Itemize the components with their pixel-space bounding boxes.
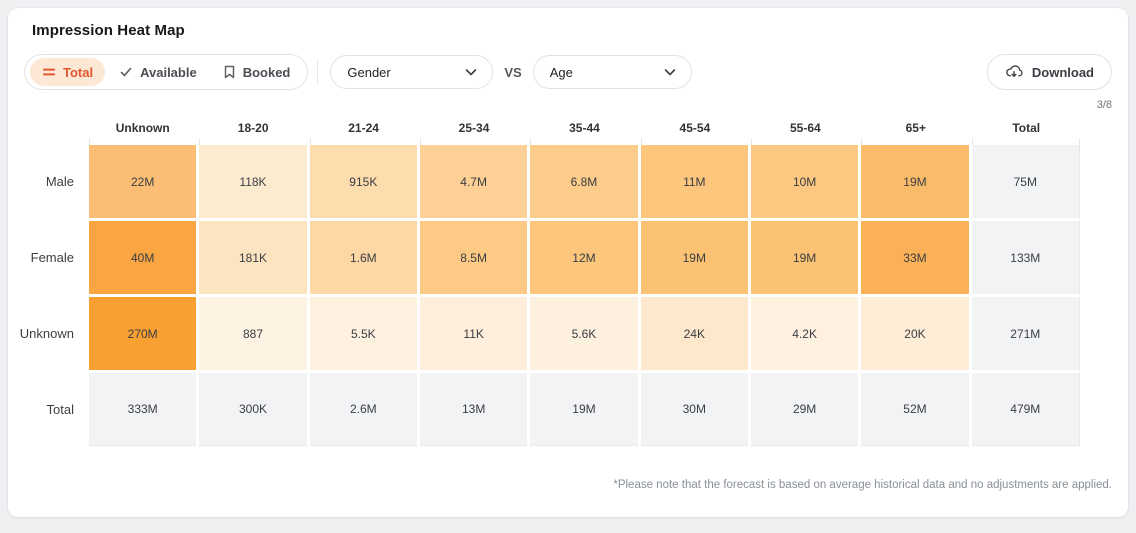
table-row: Unknown 270M 887 5.5K 11K 5.6K 24K 4.2K 20K 271M	[19, 297, 1080, 370]
corner-cell	[24, 118, 86, 138]
heatmap-cell: 11M	[640, 145, 748, 218]
heatmap-cell: 10M	[750, 145, 859, 218]
impression-heatmap-card: Impression Heat Map Total Available	[8, 8, 1128, 517]
header-row: Unknown 18-20 21-24 25-34 35-44 45-54 55-64 65+…	[24, 118, 1080, 138]
page-indicator: 3/8	[1096, 99, 1112, 111]
heatmap-cell: 22M	[89, 145, 197, 218]
heatmap-cell: 5.6K	[530, 297, 638, 370]
tick-row	[24, 138, 1080, 145]
heatmap-cell: 19M	[530, 373, 638, 446]
heatmap-cell: 2.6M	[309, 373, 417, 446]
row-label: Total	[46, 402, 74, 417]
toolbar: Total Available Booked Gender	[24, 54, 1112, 90]
heatmap-cell: 5.5K	[309, 297, 417, 370]
column-tick	[640, 138, 748, 145]
download-button[interactable]: Download	[986, 54, 1112, 90]
column-header: 21-24	[348, 121, 379, 135]
heatmap-cell: 20K	[861, 297, 969, 370]
heatmap-cell: 8.5M	[419, 221, 528, 294]
table-row: Total 333M 300K 2.6M 13M 19M 30M 29M 52M 479M	[24, 373, 1080, 446]
column-header: 65+	[905, 121, 926, 135]
column-header: 35-44	[569, 121, 600, 135]
heatmap-cell: 12M	[530, 221, 638, 294]
heatmap-cell: 33M	[861, 221, 969, 294]
mode-label: Total	[63, 64, 94, 80]
column-header: Total	[1012, 121, 1041, 135]
heatmap-cell: 6.8M	[530, 145, 638, 218]
mode-button-total[interactable]: Total	[30, 58, 106, 86]
heatmap-cell: 271M	[971, 297, 1080, 370]
bookmark-icon	[223, 65, 236, 79]
download-label: Download	[1031, 64, 1094, 80]
column-tick	[750, 138, 858, 145]
mode-button-booked[interactable]: Booked	[211, 58, 303, 86]
rows-icon	[42, 65, 56, 79]
heatmap-cell: 30M	[640, 373, 748, 446]
dimension-y-value: Age	[549, 64, 573, 80]
heatmap-cell: 19M	[640, 221, 748, 294]
heatmap-cell: 19M	[861, 145, 969, 218]
column-tick	[861, 138, 968, 145]
column-tick	[309, 138, 417, 145]
column-header: 25-34	[458, 121, 490, 135]
heatmap-cell: 118K	[199, 145, 307, 218]
column-header: 45-54	[679, 121, 711, 135]
heatmap-table: Unknown 18-20 21-24 25-34 35-44 45-54 55-64 65+…	[19, 118, 1080, 446]
heatmap-cell: 1.6M	[309, 221, 417, 294]
row-label: Unknown	[19, 326, 74, 341]
toolbar-divider	[317, 60, 319, 84]
page-title: Impression Heat Map	[32, 22, 185, 39]
mode-switcher: Total Available Booked	[24, 54, 309, 90]
column-header: Unknown	[115, 121, 170, 135]
chevron-down-icon	[464, 65, 478, 79]
heatmap-cell: 24K	[640, 297, 748, 370]
dimension-x-value: Gender	[347, 64, 391, 80]
table-row: Female 40M 181K 1.6M 8.5M 12M 19M 19M 33M 133M	[24, 221, 1080, 294]
row-label: Male	[45, 174, 74, 189]
table-row: Male 22M 118K 915K 4.7M 6.8M 11M 10M 19M 75M	[24, 145, 1080, 218]
heatmap-cell: 333M	[89, 373, 197, 446]
mode-button-available[interactable]: Available	[107, 58, 209, 86]
heatmap-cell: 29M	[750, 373, 859, 446]
chevron-down-icon	[663, 65, 677, 79]
column-header: 55-64	[789, 121, 821, 135]
heatmap-cell: 479M	[971, 373, 1080, 446]
heatmap-cell: 133M	[971, 221, 1080, 294]
column-tick	[89, 138, 196, 145]
heatmap-cell: 19M	[750, 221, 859, 294]
mode-label: Booked	[242, 64, 291, 80]
column-header: 18-20	[237, 121, 269, 135]
heatmap-cell: 52M	[861, 373, 969, 446]
vs-label: VS	[504, 64, 522, 80]
heatmap-cell: 40M	[89, 221, 197, 294]
heatmap-cell: 915K	[309, 145, 417, 218]
heatmap-cell: 4.7M	[419, 145, 528, 218]
column-tick	[530, 138, 637, 145]
heatmap-cell: 887	[199, 297, 307, 370]
heatmap-cell: 11K	[419, 297, 528, 370]
heatmap-cell: 4.2K	[750, 297, 859, 370]
check-icon	[119, 65, 133, 79]
column-tick	[419, 138, 527, 145]
heatmap-cell: 270M	[89, 297, 197, 370]
dimension-y-select[interactable]: Age	[532, 55, 692, 89]
heatmap-cell: 75M	[971, 145, 1080, 218]
mode-label: Available	[140, 64, 197, 80]
heatmap-cell: 13M	[419, 373, 528, 446]
row-label: Female	[30, 250, 74, 265]
heatmap-cell: 181K	[199, 221, 307, 294]
column-tick	[199, 138, 306, 145]
column-tick	[971, 138, 1080, 145]
footnote: *Please note that the forecast is based …	[613, 479, 1112, 491]
corner-cell	[24, 138, 86, 145]
heatmap-cell: 300K	[199, 373, 307, 446]
cloud-download-icon	[1005, 63, 1023, 81]
dimension-x-select[interactable]: Gender	[330, 55, 494, 89]
